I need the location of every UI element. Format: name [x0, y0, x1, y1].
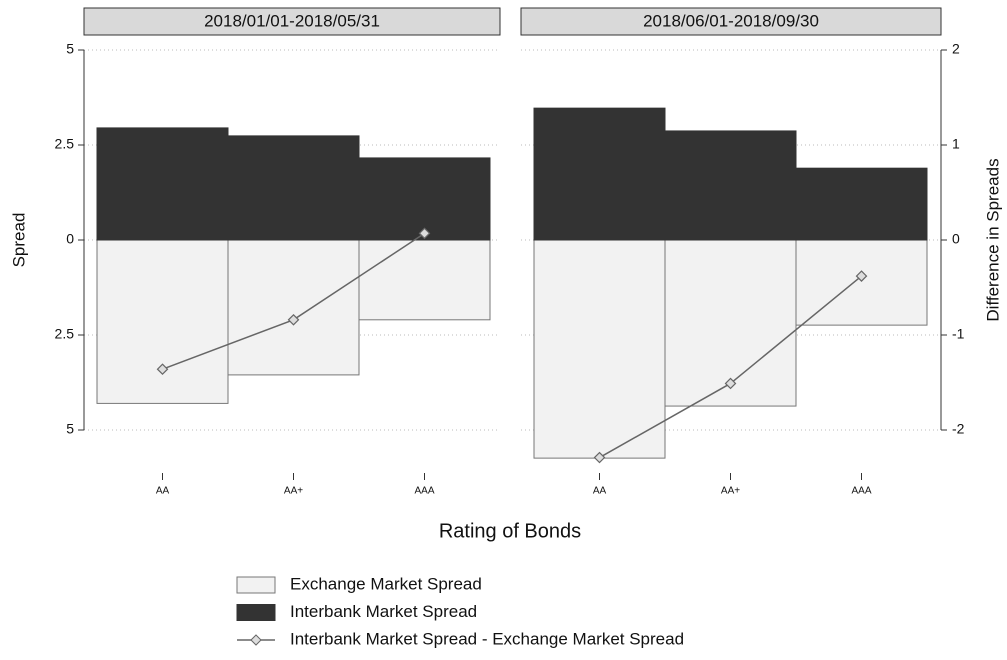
x-tick-label: AA+	[721, 486, 740, 497]
bar	[227, 135, 360, 241]
bar	[533, 239, 666, 459]
legend-swatch	[236, 576, 276, 594]
panel-header	[83, 7, 501, 36]
y-tick-label: 5	[66, 41, 74, 57]
legend-label: Exchange Market Spread	[290, 574, 482, 593]
x-tick-label: AA	[156, 486, 170, 497]
legend-label: Interbank Market Spread - Exchange Marke…	[290, 629, 684, 648]
bar	[96, 239, 229, 404]
y2-tick-label: 0	[952, 231, 960, 247]
y2-tick-label: -2	[952, 421, 965, 437]
y2-axis-label: Difference in Spreads	[983, 158, 1002, 321]
y-tick-label: 0	[66, 231, 74, 247]
legend-label: Interbank Market Spread	[290, 602, 477, 621]
bar	[358, 239, 491, 321]
diamond-marker	[855, 270, 868, 282]
x-tick-label: AAA	[414, 486, 434, 497]
legend-swatch	[236, 604, 276, 621]
panel-title: 2018/06/01-2018/09/30	[643, 11, 819, 30]
y2-tick-label: 1	[952, 136, 960, 152]
y2-tick-label: 2	[952, 41, 960, 57]
panel-header	[520, 7, 942, 36]
diamond-marker	[287, 313, 300, 326]
diamond-marker	[156, 363, 169, 376]
diamond-marker	[418, 227, 431, 240]
x-tick-label: AA+	[284, 486, 303, 497]
panel-title: 2018/01/01-2018/05/31	[204, 11, 380, 30]
bar	[227, 239, 360, 376]
y-axis-label: Spread	[9, 213, 28, 268]
legend-marker	[250, 634, 262, 646]
diamond-marker	[593, 451, 606, 464]
x-tick-label: AA	[593, 486, 607, 497]
x-tick-label: AAA	[851, 486, 871, 497]
y-tick-label: 2.5	[55, 326, 75, 342]
bar	[533, 107, 666, 241]
x-axis-label: Rating of Bonds	[439, 520, 581, 542]
y-tick-label: 2.5	[55, 136, 75, 152]
bar	[96, 127, 229, 241]
y2-tick-label: -1	[952, 326, 965, 342]
bar	[795, 239, 928, 326]
bar	[358, 157, 491, 241]
y-tick-label: 5	[66, 421, 74, 437]
bar	[664, 130, 797, 241]
diamond-marker	[724, 377, 737, 390]
bar	[795, 167, 928, 241]
